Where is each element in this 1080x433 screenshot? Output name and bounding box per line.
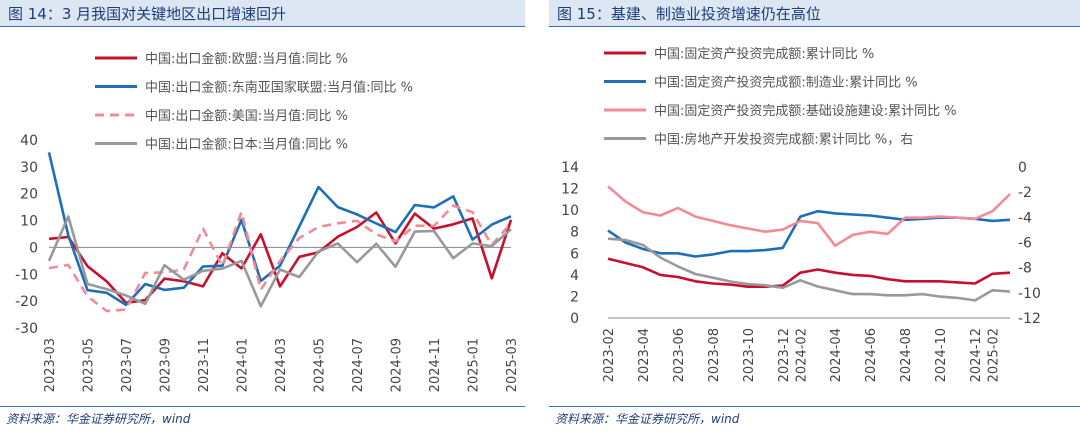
chart-panel-investment-growth: 图 15：基建、制造业投资增速仍在高位 中国:固定资产投资完成额:累计同比 % 中… bbox=[549, 0, 1080, 433]
x-tick-label: 2025-01 bbox=[467, 338, 482, 392]
legend-label: 中国:房地产开发投资完成额:累计同比 %，右 bbox=[654, 132, 913, 148]
y-tick-label: -30 bbox=[15, 321, 38, 337]
series-line bbox=[607, 185, 1011, 247]
x-tick-label: 2023-08 bbox=[707, 328, 722, 382]
y-tick-label: -20 bbox=[15, 294, 38, 310]
y-tick-label: 0 bbox=[29, 240, 38, 256]
y2-tick-label: -2 bbox=[1018, 185, 1032, 201]
y-tick-label: 0 bbox=[570, 311, 579, 327]
x-tick-label: 2025-03 bbox=[505, 338, 520, 392]
footer-divider bbox=[549, 406, 1080, 407]
y2-tick-label: -8 bbox=[1018, 261, 1032, 277]
y2-tick-label: -4 bbox=[1018, 210, 1032, 226]
x-tick-label: 2024-06 bbox=[864, 328, 879, 382]
x-tick-label: 2023-09 bbox=[159, 338, 174, 392]
export-growth-chart: 中国:出口金额:欧盟:当月值:同比 % 中国:出口金额:东南亚国家联盟:当月值:同… bbox=[15, 51, 520, 392]
legend-label: 中国:出口金额:日本:当月值:同比 % bbox=[145, 137, 348, 153]
x-tick-label: 2024-01 bbox=[236, 338, 251, 392]
legend-label: 中国:固定资产投资完成额:制造业:累计同比 % bbox=[654, 75, 918, 91]
title-bar: 图 15：基建、制造业投资增速仍在高位 bbox=[549, 0, 1080, 27]
x-tick-label: 2023-12 bbox=[777, 328, 792, 382]
x-tick-label: 2024-07 bbox=[351, 338, 366, 392]
chart-title: 图 15：基建、制造业投资增速仍在高位 bbox=[557, 5, 821, 23]
x-tick-label: 2023-11 bbox=[197, 338, 212, 392]
x-tick-label: 2024-12 bbox=[969, 328, 984, 382]
y-tick-label: 6 bbox=[570, 246, 579, 262]
x-tick-label: 2024-04 bbox=[829, 328, 844, 382]
x-tick-label: 2024-05 bbox=[313, 338, 328, 392]
legend-label: 中国:出口金额:东南亚国家联盟:当月值:同比 % bbox=[145, 80, 413, 96]
x-tick-label: 2023-02 bbox=[602, 328, 617, 382]
legend-label: 中国:固定资产投资完成额:基础设施建设:累计同比 % bbox=[654, 103, 957, 119]
x-tick-label: 2024-09 bbox=[390, 338, 405, 392]
legend-label: 中国:出口金额:欧盟:当月值:同比 % bbox=[145, 51, 348, 67]
x-tick-label: 2024-11 bbox=[428, 338, 443, 392]
x-tick-label: 2024-10 bbox=[934, 328, 949, 382]
x-tick-label: 2023-10 bbox=[742, 328, 757, 382]
x-tick-label: 2024-02 bbox=[794, 328, 809, 382]
x-tick-label: 2023-05 bbox=[82, 338, 97, 392]
y-tick-label: -10 bbox=[15, 267, 38, 283]
x-tick-label: 2024-03 bbox=[274, 338, 289, 392]
series-line bbox=[48, 211, 513, 305]
chart-title: 图 14：3 月我国对关键地区出口增速回升 bbox=[8, 5, 287, 23]
legend-label: 中国:固定资产投资完成额:累计同比 % bbox=[654, 46, 874, 62]
series-line bbox=[47, 215, 512, 308]
title-bar: 图 14：3 月我国对关键地区出口增速回升 bbox=[0, 0, 525, 27]
y-tick-label: 30 bbox=[20, 160, 38, 176]
investment-growth-chart: 中国:固定资产投资完成额:累计同比 % 中国:固定资产投资完成额:制造业:累计同比… bbox=[561, 46, 1041, 382]
series-line bbox=[607, 257, 1011, 289]
y-tick-label: 10 bbox=[20, 214, 38, 230]
y-tick-label: 10 bbox=[561, 203, 579, 219]
x-tick-label: 2025-02 bbox=[987, 328, 1002, 382]
y-tick-label: 2 bbox=[570, 289, 579, 305]
y2-tick-label: -6 bbox=[1018, 236, 1032, 252]
series-line bbox=[47, 152, 512, 307]
y-tick-label: 40 bbox=[20, 133, 38, 149]
y-tick-label: 14 bbox=[561, 160, 579, 176]
legend-label: 中国:出口金额:美国:当月值:同比 % bbox=[145, 108, 348, 124]
x-tick-label: 2023-07 bbox=[120, 338, 135, 392]
chart-panel-export-growth: 图 14：3 月我国对关键地区出口增速回升 中国:出口金额:欧盟:当月值:同比 … bbox=[0, 0, 525, 433]
x-tick-label: 2023-06 bbox=[672, 328, 687, 382]
x-tick-label: 2024-08 bbox=[899, 328, 914, 382]
y-tick-label: 20 bbox=[20, 187, 38, 203]
y-tick-label: 4 bbox=[570, 268, 579, 284]
series-line bbox=[607, 237, 1011, 302]
footer-divider bbox=[0, 406, 525, 407]
x-tick-label: 2023-04 bbox=[637, 328, 652, 382]
source-note: 资料来源：华金证券研究所，wind bbox=[555, 412, 740, 426]
series-line bbox=[48, 204, 512, 313]
y-tick-label: 12 bbox=[561, 182, 579, 198]
y2-tick-label: 0 bbox=[1018, 160, 1027, 176]
y2-tick-label: -12 bbox=[1018, 311, 1041, 327]
y-tick-label: 8 bbox=[570, 225, 579, 241]
y2-tick-label: -10 bbox=[1018, 286, 1041, 302]
source-note: 资料来源：华金证券研究所，wind bbox=[6, 412, 191, 426]
x-tick-label: 2023-03 bbox=[43, 338, 58, 392]
